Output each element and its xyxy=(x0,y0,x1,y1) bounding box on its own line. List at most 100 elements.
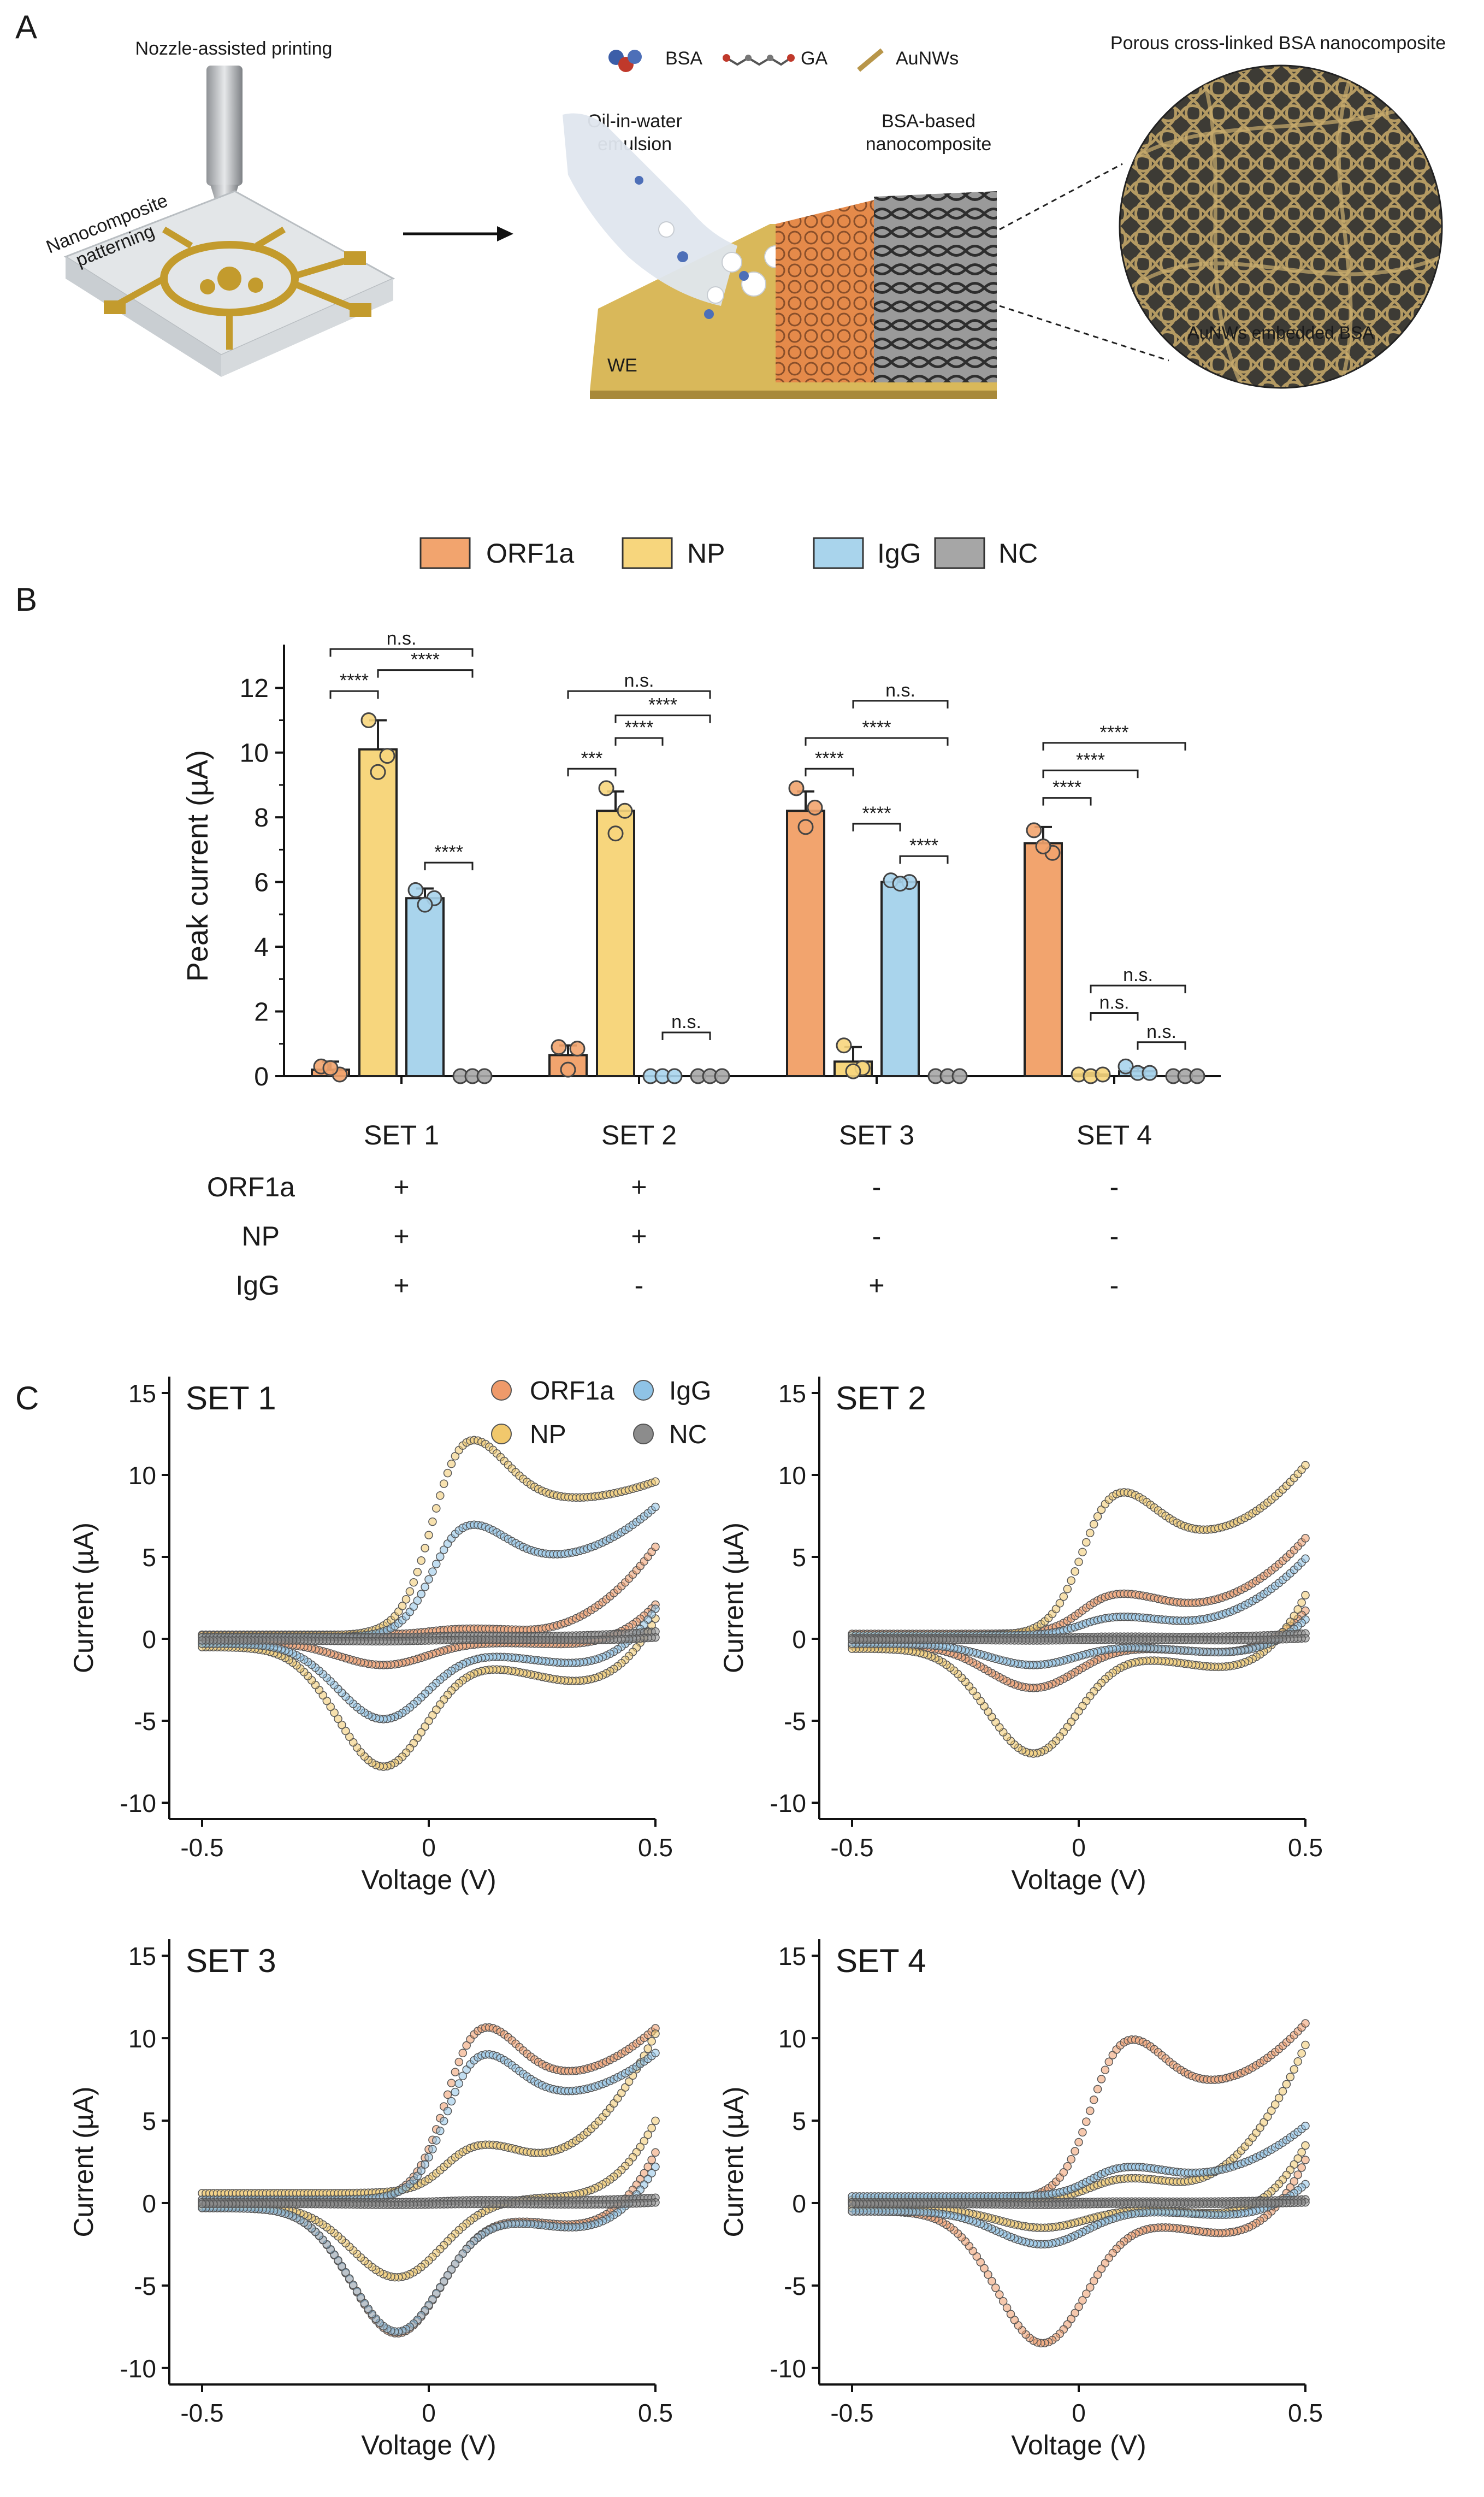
cv-point xyxy=(1301,2141,1310,2150)
cv-point xyxy=(1301,2156,1310,2164)
cv-x-tick-label: -0.5 xyxy=(180,1833,223,1862)
condition-np-set1: + xyxy=(393,1221,409,1252)
cv-x-tick-label: -0.5 xyxy=(830,1833,873,1862)
cv-chart-3: -10 -5 0 5 10 15 -0.5 0 0.5 Voltage (V) Current (µ… xyxy=(68,1939,673,2460)
cv-point xyxy=(848,2207,856,2216)
cv-y-tick-label: 15 xyxy=(128,1379,156,1408)
cv-point xyxy=(198,1636,206,1645)
cv-point xyxy=(1297,2163,1306,2172)
cv-point xyxy=(432,1504,441,1513)
significance-bracket xyxy=(377,669,474,678)
cv-point xyxy=(424,1531,433,1539)
data-point-igg xyxy=(1118,1058,1134,1075)
cv-point xyxy=(405,1587,415,1596)
significance-label: **** xyxy=(1053,777,1081,798)
bar-y-tick-label: 0 xyxy=(254,1062,269,1091)
significance-label: **** xyxy=(815,748,844,769)
cv-point xyxy=(436,1491,445,1500)
legend-swatch-nc xyxy=(934,537,985,569)
cv-point xyxy=(436,1552,445,1561)
nanocomposite-label-2: nanocomposite xyxy=(866,134,992,155)
data-point-orf1a xyxy=(551,1039,567,1055)
legend-swatch-np xyxy=(622,537,673,569)
bar-x-tick-label: SET 2 xyxy=(601,1120,677,1150)
condition-orf1a-set1: + xyxy=(393,1172,409,1202)
data-point-igg xyxy=(666,1068,683,1084)
significance-label: n.s. xyxy=(1146,1022,1176,1042)
cv-point xyxy=(424,2153,433,2162)
cv-point xyxy=(1082,2117,1091,2126)
bar-x-tick-label: SET 3 xyxy=(839,1120,914,1150)
data-point-np xyxy=(607,825,624,842)
significance-label: **** xyxy=(1076,749,1105,770)
cv-legend-np: NP xyxy=(530,1420,566,1449)
we-label: WE xyxy=(607,355,637,376)
cv-chart-4: -10 -5 0 5 10 15 -0.5 0 0.5 Voltage (V) Current (µ… xyxy=(718,1939,1323,2460)
cv-point xyxy=(1071,2147,1079,2156)
significance-label: n.s. xyxy=(624,670,654,691)
cv-point xyxy=(1078,1548,1087,1556)
cv-y-axis-label: Current (µA) xyxy=(68,2086,99,2237)
cv-x-axis-label: Voltage (V) xyxy=(361,2430,496,2460)
cv-y-tick-label: 10 xyxy=(778,2024,806,2053)
cv-point xyxy=(647,2156,656,2164)
porous-title: Porous cross-linked BSA nanocomposite xyxy=(1110,33,1446,54)
data-point-orf1a xyxy=(1026,822,1042,839)
cv-point xyxy=(421,1544,429,1552)
cv-point xyxy=(447,1459,456,1468)
data-point-np xyxy=(379,748,395,764)
cv-point xyxy=(439,1545,448,1554)
condition-orf1a-set4: - xyxy=(1110,1172,1119,1202)
cv-point xyxy=(447,2097,456,2106)
condition-igg-set4: - xyxy=(1110,1270,1119,1301)
significance-label: **** xyxy=(648,695,677,716)
bar-orf1a-set-3 xyxy=(786,810,825,1078)
significance-bracket xyxy=(329,648,474,657)
bar-x-tick-label: SET 4 xyxy=(1077,1120,1152,1150)
cv-charts: -10 -5 0 5 10 15 -0.5 0 0.5 Voltage (V) Current (µ… xyxy=(68,1377,1323,2460)
data-point-np xyxy=(617,802,633,819)
significance-label: **** xyxy=(862,803,891,824)
cv-x-tick-label: 0 xyxy=(1072,1833,1086,1862)
cv-point xyxy=(409,1578,418,1587)
legend-orf1a: ORF1a xyxy=(486,538,574,569)
significance-bracket xyxy=(1042,797,1092,806)
condition-np-set3: - xyxy=(872,1221,882,1252)
data-point-np xyxy=(370,764,386,780)
ga-molecule-icon xyxy=(723,54,795,66)
cv-point xyxy=(326,1702,335,1711)
cv-point xyxy=(451,1451,460,1461)
data-point-orf1a xyxy=(569,1041,586,1057)
significance-bracket xyxy=(852,700,949,709)
significance-label: n.s. xyxy=(387,628,417,649)
data-point-orf1a xyxy=(797,819,814,835)
data-point-np xyxy=(360,712,377,728)
cv-x-axis-label: Voltage (V) xyxy=(361,1864,496,1895)
cv-y-axis-label: Current (µA) xyxy=(718,1522,749,1673)
cv-y-tick-label: 0 xyxy=(792,2189,806,2218)
cv-point xyxy=(421,2160,429,2169)
cv-chart-2: -10 -5 0 5 10 15 -0.5 0 0.5 Voltage (V) Current (µ… xyxy=(718,1377,1323,1895)
significance-label: n.s. xyxy=(671,1012,701,1032)
cv-y-tick-label: -10 xyxy=(770,2354,806,2383)
aunw-wire-icon xyxy=(857,48,884,72)
cv-y-tick-label: -5 xyxy=(784,2272,806,2300)
cv-point xyxy=(651,1477,660,1486)
significance-bracket xyxy=(567,768,617,777)
condition-orf1a-set2: + xyxy=(631,1172,647,1202)
cv-legend-marker-np xyxy=(491,1424,512,1444)
significance-bracket xyxy=(329,690,379,699)
cv-point xyxy=(1282,2080,1291,2089)
cv-point xyxy=(454,2079,464,2088)
significance-label: **** xyxy=(1100,722,1129,743)
cv-point xyxy=(1290,2065,1299,2074)
cv-y-tick-label: 5 xyxy=(792,2107,806,2135)
cv-y-axis-label: Current (µA) xyxy=(68,1522,99,1673)
condition-np-set2: + xyxy=(631,1221,647,1252)
cv-y-tick-label: 5 xyxy=(792,1543,806,1572)
cv-point xyxy=(1086,1528,1095,1538)
significance-bracket xyxy=(614,737,664,746)
panel-c-label: C xyxy=(15,1380,39,1416)
cv-y-tick-label: 0 xyxy=(142,1625,156,1654)
condition-label-np: NP xyxy=(242,1221,280,1252)
